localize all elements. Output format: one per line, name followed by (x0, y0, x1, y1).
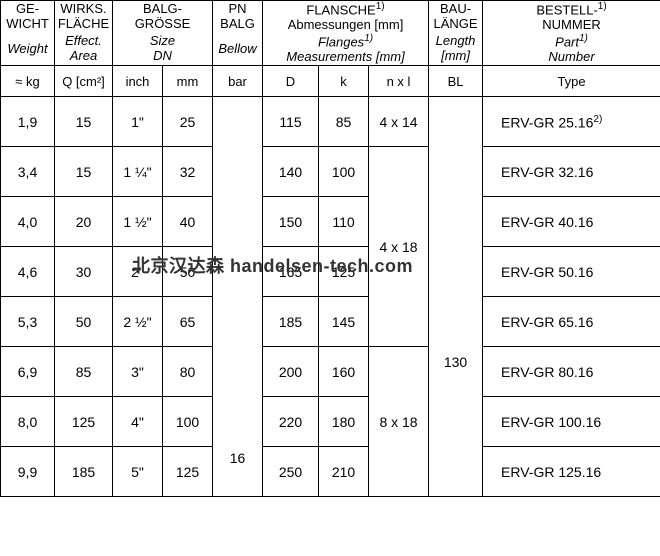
cell-D: 150 (263, 197, 319, 247)
hdr-bar: bar (213, 66, 263, 97)
hdr-part-de: BESTELL-1) NUMMER (483, 1, 660, 34)
table-row: 6,9 85 3" 80 200 160 8 x 18 ERV-GR 80.16 (1, 347, 660, 397)
hdr-flanges-en: Flanges1) Measurements [mm] (263, 33, 429, 66)
cell-mm: 25 (163, 97, 213, 147)
cell-part: ERV-GR 50.16 (483, 247, 660, 297)
cell-part: ERV-GR 100.16 (483, 397, 660, 447)
cell-k: 160 (319, 347, 369, 397)
cell-mm: 100 (163, 397, 213, 447)
hdr-nxl: n x l (369, 66, 429, 97)
hdr-size-en: Size DN (113, 33, 213, 66)
hdr-flanges-de: FLANSCHE1) Abmessungen [mm] (263, 1, 429, 34)
cell-inch: 1 ½" (113, 197, 163, 247)
cell-kg: 4,0 (1, 197, 55, 247)
table-row: 1,9 15 1" 25 16 115 85 4 x 14 130 ERV-GR… (1, 97, 660, 147)
hdr-part-en: Part1) Number (483, 33, 660, 66)
hdr-area-de: WIRKS. FLÄCHE (55, 1, 113, 34)
cell-q: 50 (55, 297, 113, 347)
cell-k: 100 (319, 147, 369, 197)
hdr-type: Type (483, 66, 660, 97)
hdr-pn-en: Bellow (213, 33, 263, 66)
hdr-BL: BL (429, 66, 483, 97)
cell-part: ERV-GR 32.16 (483, 147, 660, 197)
cell-kg: 3,4 (1, 147, 55, 197)
cell-kg: 6,9 (1, 347, 55, 397)
cell-q: 15 (55, 147, 113, 197)
table-row: 4,6 30 2" 50 165 125 ERV-GR 50.16 (1, 247, 660, 297)
spec-table: GE- WICHT WIRKS. FLÄCHE BALG- GRÖSSE PN … (0, 0, 660, 497)
cell-k: 210 (319, 447, 369, 497)
cell-nxl: 4 x 18 (369, 147, 429, 347)
cell-D: 115 (263, 97, 319, 147)
cell-kg: 4,6 (1, 247, 55, 297)
hdr-k: k (319, 66, 369, 97)
hdr-area-en: Effect. Area (55, 33, 113, 66)
hdr-pn-de: PN BALG (213, 1, 263, 34)
cell-D: 220 (263, 397, 319, 447)
hdr-length-en: Length [mm] (429, 33, 483, 66)
cell-kg: 8,0 (1, 397, 55, 447)
cell-nxl: 4 x 14 (369, 97, 429, 147)
cell-inch: 4" (113, 397, 163, 447)
table-row: 8,0 125 4" 100 220 180 ERV-GR 100.16 (1, 397, 660, 447)
cell-mm: 50 (163, 247, 213, 297)
hdr-kg: ≈ kg (1, 66, 55, 97)
cell-k: 85 (319, 97, 369, 147)
cell-q: 15 (55, 97, 113, 147)
cell-D: 185 (263, 297, 319, 347)
cell-k: 110 (319, 197, 369, 247)
cell-part: ERV-GR 65.16 (483, 297, 660, 347)
table-row: 9,9 185 5" 125 250 210 ERV-GR 125.16 (1, 447, 660, 497)
cell-q: 85 (55, 347, 113, 397)
cell-bar: 16 (213, 97, 263, 497)
cell-kg: 5,3 (1, 297, 55, 347)
cell-k: 145 (319, 297, 369, 347)
cell-inch: 1" (113, 97, 163, 147)
cell-inch: 2" (113, 247, 163, 297)
hdr-inch: inch (113, 66, 163, 97)
cell-kg: 1,9 (1, 97, 55, 147)
cell-q: 125 (55, 397, 113, 447)
cell-D: 250 (263, 447, 319, 497)
hdr-size-de: BALG- GRÖSSE (113, 1, 213, 34)
cell-kg: 9,9 (1, 447, 55, 497)
cell-mm: 32 (163, 147, 213, 197)
cell-mm: 80 (163, 347, 213, 397)
cell-k: 125 (319, 247, 369, 297)
cell-inch: 1 ¼" (113, 147, 163, 197)
cell-mm: 125 (163, 447, 213, 497)
cell-part: ERV-GR 40.16 (483, 197, 660, 247)
cell-inch: 5" (113, 447, 163, 497)
cell-inch: 2 ½" (113, 297, 163, 347)
cell-inch: 3" (113, 347, 163, 397)
table-row: 5,3 50 2 ½" 65 185 145 ERV-GR 65.16 (1, 297, 660, 347)
hdr-D: D (263, 66, 319, 97)
hdr-length-de: BAU- LÄNGE (429, 1, 483, 34)
cell-part: ERV-GR 25.162) (483, 97, 660, 147)
cell-part: ERV-GR 80.16 (483, 347, 660, 397)
hdr-weight-de: GE- WICHT (1, 1, 55, 34)
cell-mm: 65 (163, 297, 213, 347)
cell-BL: 130 (429, 97, 483, 497)
cell-q: 185 (55, 447, 113, 497)
cell-part: ERV-GR 125.16 (483, 447, 660, 497)
cell-q: 20 (55, 197, 113, 247)
hdr-mm: mm (163, 66, 213, 97)
cell-k: 180 (319, 397, 369, 447)
hdr-q: Q [cm²] (55, 66, 113, 97)
cell-D: 140 (263, 147, 319, 197)
table-row: 4,0 20 1 ½" 40 150 110 ERV-GR 40.16 (1, 197, 660, 247)
cell-mm: 40 (163, 197, 213, 247)
cell-nxl: 8 x 18 (369, 347, 429, 497)
table-row: 3,4 15 1 ¼" 32 140 100 4 x 18 ERV-GR 32.… (1, 147, 660, 197)
cell-D: 165 (263, 247, 319, 297)
hdr-weight-en: Weight (1, 33, 55, 66)
cell-q: 30 (55, 247, 113, 297)
cell-D: 200 (263, 347, 319, 397)
